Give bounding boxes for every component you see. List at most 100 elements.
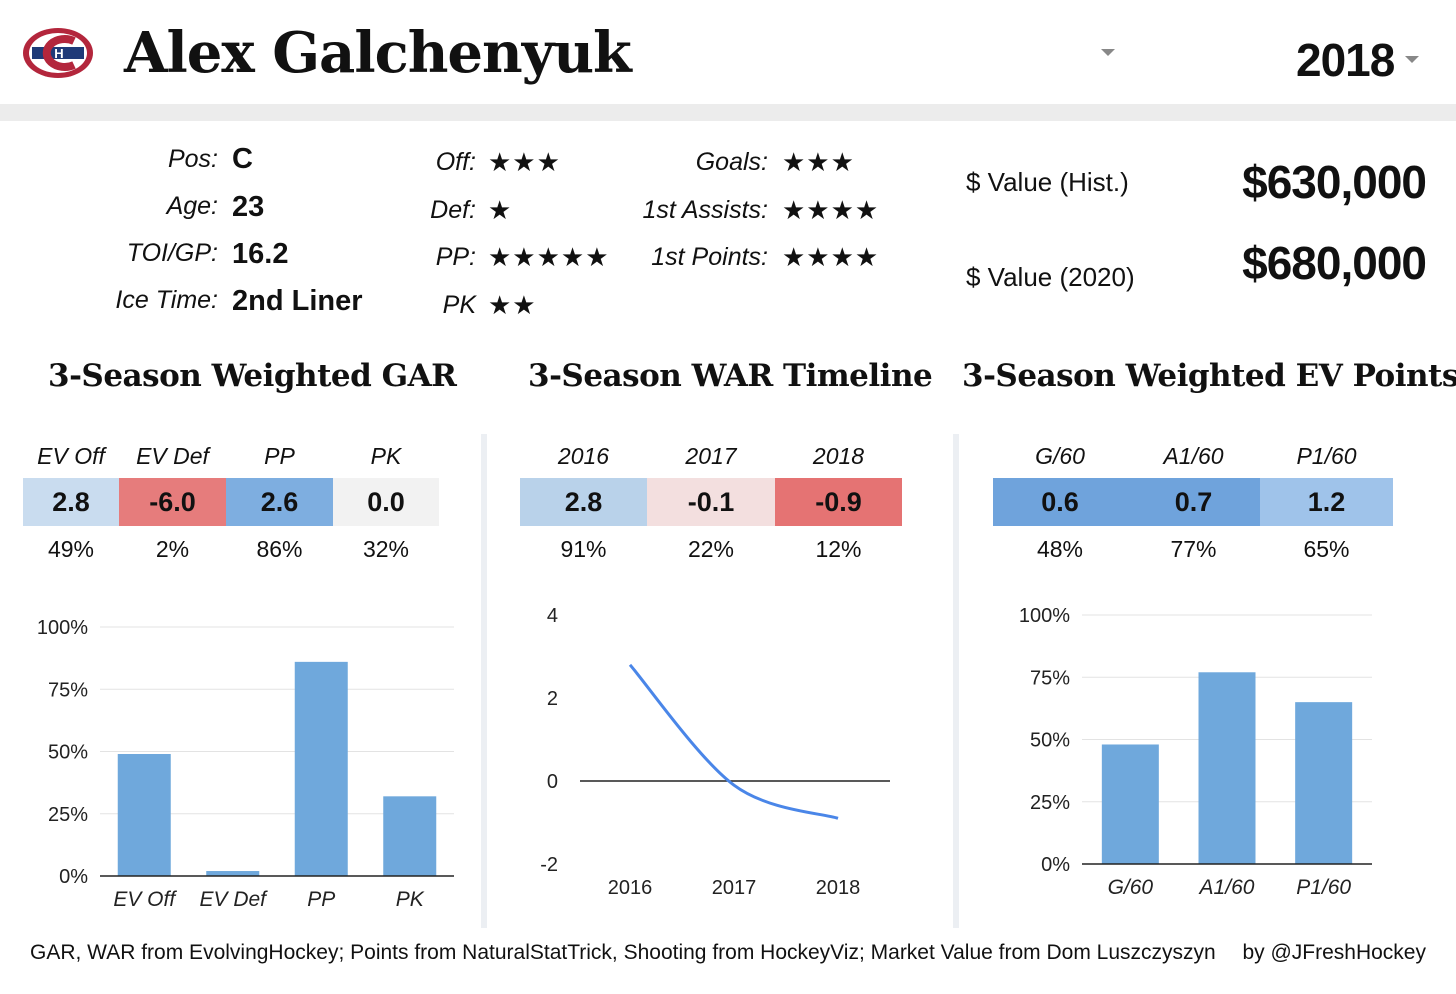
ev-value-cell: 0.6 — [993, 478, 1127, 526]
goals-label: Goals: — [695, 148, 768, 176]
gar-title: 3-Season Weighted GAR — [48, 358, 457, 394]
ev-value-cell: 1.2 — [1260, 478, 1393, 526]
war-col-head: 2016 — [557, 443, 610, 469]
gar-col-head: EV Off — [37, 443, 105, 469]
ev-pct-cell: 65% — [1303, 536, 1350, 562]
war-pct-cell: 22% — [687, 536, 735, 562]
bar — [294, 661, 348, 876]
y-tick-label: 100% — [37, 617, 88, 639]
ev-pct-cell: 48% — [1036, 536, 1084, 562]
pk-label: PK — [442, 291, 476, 319]
bar — [1101, 744, 1159, 864]
y-tick-label: 0% — [59, 866, 88, 888]
goals-stars: ★★★ — [782, 147, 855, 177]
header-bar — [0, 0, 1456, 104]
panel-divider — [953, 434, 959, 928]
ev-pct-cell: 77% — [1170, 536, 1217, 562]
ev-title: 3-Season Weighted EV Points — [962, 358, 1456, 394]
data-credits: GAR, WAR from EvolvingHockey; Points fro… — [30, 941, 1216, 964]
points-label: 1st Points: — [651, 243, 768, 271]
war-col-head: 2017 — [685, 443, 737, 469]
ev-col-head: A1/60 — [1163, 443, 1224, 469]
value-2020-label: $ Value (2020) — [966, 262, 1135, 292]
gar-pct-cell: 32% — [362, 536, 410, 562]
age-label: Age: — [166, 192, 218, 220]
season-dropdown-icon[interactable] — [1405, 56, 1419, 63]
y-tick-label: 100% — [1019, 605, 1070, 627]
gar-percentile-chart: 0% 25% 50% 75% 100% EV Off EV Def PP PK — [37, 617, 454, 911]
toi-label: TOI/GP: — [126, 239, 218, 267]
gar-value-cell: -6.0 — [119, 478, 226, 526]
bar — [1295, 702, 1353, 864]
ev-col-head: P1/60 — [1296, 443, 1357, 469]
def-label: Def: — [430, 196, 476, 224]
ev-percentile-chart: 0% 25% 50% 75% 100% G/60 A1/60 P1/60 — [1019, 605, 1372, 899]
y-tick-label: -2 — [540, 854, 558, 876]
y-tick-label: 75% — [1030, 667, 1070, 689]
bar — [206, 871, 260, 876]
gar-pct-cell: 49% — [47, 536, 95, 562]
team-logo-icon: H — [22, 27, 94, 79]
toi-value: 16.2 — [232, 238, 289, 270]
x-tick-label: P1/60 — [1296, 876, 1351, 899]
author-byline[interactable]: by @JFreshHockey — [1242, 941, 1426, 964]
y-tick-label: 25% — [48, 804, 88, 826]
def-stars: ★ — [488, 195, 513, 225]
y-tick-label: 75% — [48, 679, 88, 701]
x-tick-label: 2017 — [712, 877, 757, 899]
player-name: Alex Galchenyuk — [124, 20, 632, 86]
y-tick-label: 4 — [547, 605, 558, 627]
y-tick-label: 50% — [48, 742, 88, 764]
war-line — [628, 663, 839, 820]
header-divider — [0, 104, 1456, 121]
off-stars: ★★★ — [488, 147, 561, 177]
gar-value-cell: 2.8 — [23, 478, 119, 526]
x-tick-label: EV Def — [199, 888, 268, 911]
pp-label: PP: — [435, 243, 476, 271]
panel-divider — [481, 434, 487, 928]
gar-pct-cell: 86% — [256, 536, 303, 562]
x-tick-label: PP — [307, 888, 335, 911]
y-tick-label: 0% — [1041, 854, 1070, 876]
war-pct-cell: 12% — [815, 536, 862, 562]
war-title: 3-Season WAR Timeline — [528, 358, 933, 394]
bar — [383, 796, 437, 876]
x-tick-label: 2018 — [816, 877, 861, 899]
gar-table: EV Off EV Def PP PK 2.8 -6.0 2.6 0.0 49%… — [23, 442, 439, 572]
gar-value-cell: 2.6 — [226, 478, 333, 526]
ev-value-cell: 0.7 — [1127, 478, 1260, 526]
ice-time-label: Ice Time: — [115, 286, 218, 314]
gar-col-head: PP — [264, 443, 295, 469]
off-label: Off: — [435, 148, 476, 176]
war-table: 2016 2017 2018 2.8 -0.1 -0.9 91% 22% 12% — [520, 442, 902, 572]
value-hist-label: $ Value (Hist.) — [966, 167, 1129, 197]
y-tick-label: 2 — [547, 688, 558, 710]
value-hist: $630,000 — [1242, 156, 1427, 208]
x-tick-label: PK — [396, 888, 425, 911]
x-tick-label: A1/60 — [1198, 876, 1255, 899]
player-dropdown-icon[interactable] — [1101, 49, 1115, 56]
pk-stars: ★★ — [488, 290, 537, 320]
war-value-cell: 2.8 — [520, 478, 647, 526]
assists-stars: ★★★★ — [782, 195, 880, 225]
war-timeline-chart: -2 0 2 4 2016 2017 2018 — [540, 605, 890, 899]
pos-label: Pos: — [167, 145, 218, 173]
bar — [1198, 672, 1256, 864]
season-select[interactable]: 2018 — [1296, 34, 1395, 86]
war-value-cell: -0.9 — [775, 478, 902, 526]
war-value-cell: -0.1 — [647, 478, 775, 526]
y-tick-label: 0 — [547, 771, 558, 793]
y-tick-label: 50% — [1030, 730, 1070, 752]
x-tick-label: G/60 — [1108, 876, 1154, 899]
gar-value-cell: 0.0 — [333, 478, 439, 526]
gar-col-head: PK — [370, 443, 402, 469]
assists-label: 1st Assists: — [642, 196, 769, 224]
x-tick-label: 2016 — [608, 877, 653, 899]
gar-col-head: EV Def — [136, 443, 209, 469]
svg-text:H: H — [54, 46, 63, 61]
ice-time-value: 2nd Liner — [232, 285, 363, 317]
points-stars: ★★★★ — [782, 242, 880, 272]
ev-points-table: G/60 A1/60 P1/60 0.6 0.7 1.2 48% 77% 65% — [993, 442, 1393, 572]
pp-stars: ★★★★★ — [488, 242, 610, 272]
age-value: 23 — [232, 191, 265, 223]
